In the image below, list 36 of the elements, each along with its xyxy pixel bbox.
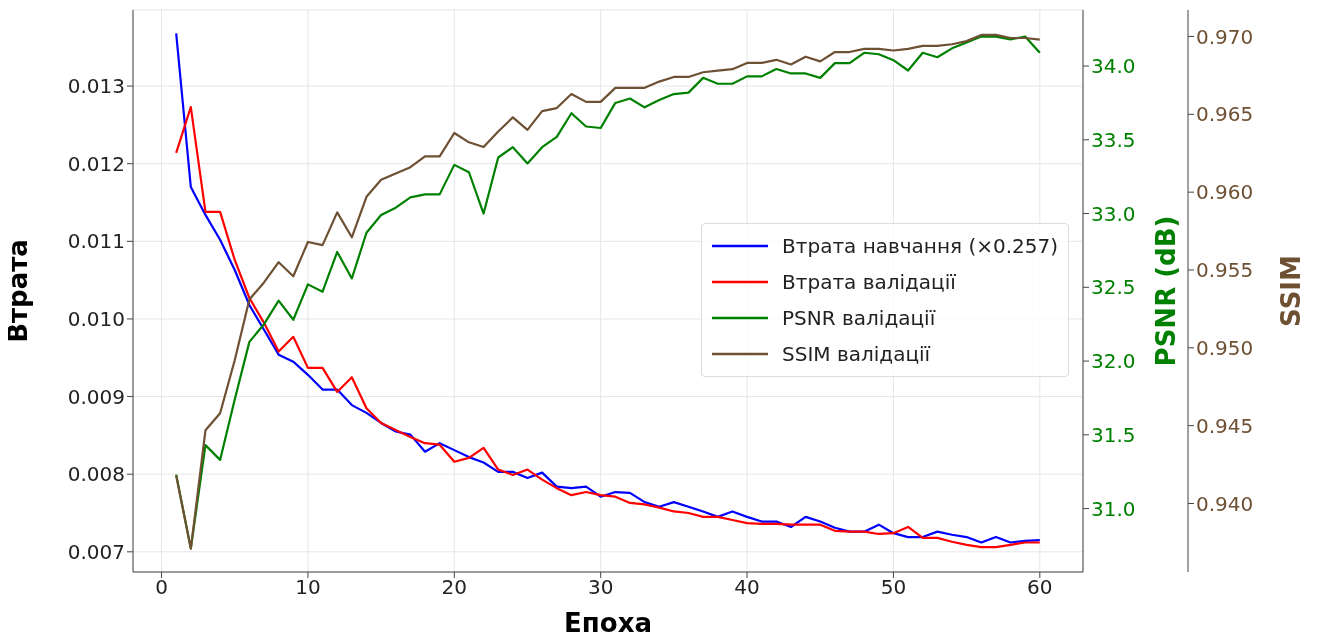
y2-tick-label: 31.0: [1091, 496, 1136, 521]
legend-label: SSIM валідації: [782, 341, 931, 368]
x-tick-label: 50: [880, 575, 907, 600]
x-tick-label: 40: [734, 575, 760, 600]
y3-tick-label: 0.950: [1196, 335, 1254, 360]
y-tick-label: 0.013: [67, 74, 125, 99]
x-tick-label: 20: [441, 575, 468, 600]
legend-label: PSNR валідації: [782, 305, 936, 332]
y-tick-label: 0.008: [67, 462, 125, 487]
y3-tick-label: 0.970: [1196, 24, 1254, 49]
legend-label: Втрата навчання (×0.257): [782, 233, 1058, 260]
y-tick-label: 0.007: [67, 539, 125, 564]
x-tick-label: 60: [1027, 575, 1053, 600]
y-tick-label: 0.009: [67, 384, 125, 409]
y2-tick-label: 33.5: [1091, 127, 1136, 152]
x-axis-title: Епоха: [564, 608, 652, 638]
y-tick-label: 0.011: [67, 229, 125, 254]
x-tick-label: 30: [587, 575, 614, 600]
x-tick-label: 0: [155, 575, 168, 600]
y3-tick-label: 0.955: [1196, 258, 1254, 283]
y2-tick-label: 31.5: [1091, 422, 1136, 447]
y2-tick-label: 34.0: [1091, 54, 1136, 79]
legend-label: Втрата валідації: [782, 269, 956, 296]
y2-tick-label: 32.5: [1091, 275, 1136, 300]
y3-axis-title: SSIM: [1276, 255, 1307, 327]
y2-tick-label: 32.0: [1091, 349, 1136, 374]
x-tick-label: 10: [295, 575, 321, 600]
y-axis-title: Втрата: [3, 239, 34, 343]
y3-tick-label: 0.940: [1196, 491, 1254, 516]
y2-axis-title: PSNR (dB): [1151, 215, 1182, 367]
y-tick-label: 0.010: [67, 307, 125, 332]
y3-tick-label: 0.960: [1196, 180, 1254, 205]
y3-tick-label: 0.945: [1196, 413, 1254, 438]
y3-tick-label: 0.965: [1196, 102, 1254, 127]
y2-tick-label: 33.0: [1091, 201, 1136, 226]
y-tick-label: 0.012: [67, 151, 125, 176]
